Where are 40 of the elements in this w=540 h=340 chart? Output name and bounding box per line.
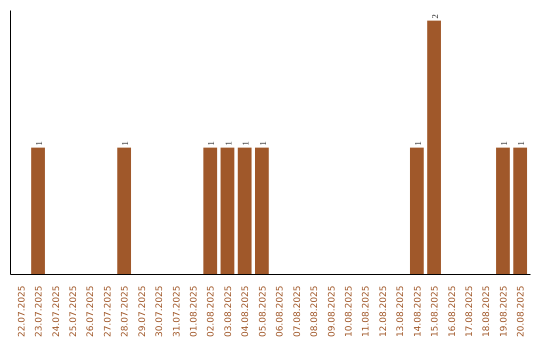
x-tick-label: 03.08.2025 xyxy=(224,286,234,338)
x-tick-label: 17.08.2025 xyxy=(465,286,476,338)
x-tick-label: 01.08.2025 xyxy=(190,286,200,338)
x-tick-label: 15.08.2025 xyxy=(430,286,441,338)
x-tick-label: 09.08.2025 xyxy=(327,286,338,338)
x-tick-label: 19.08.2025 xyxy=(499,286,510,338)
x-tick-label: 20.08.2025 xyxy=(516,286,527,338)
data-label: 2 xyxy=(430,14,440,19)
x-tick-label: 10.08.2025 xyxy=(344,286,354,338)
x-tick-label: 02.08.2025 xyxy=(206,286,217,338)
data-label: 1 xyxy=(498,141,509,146)
x-tick-label: 11.08.2025 xyxy=(362,286,372,338)
x-tick-label: 16.08.2025 xyxy=(448,286,458,338)
data-label: 1 xyxy=(516,141,526,146)
x-tick-label: 05.08.2025 xyxy=(258,286,268,338)
x-tick-label: 12.08.2025 xyxy=(378,286,389,338)
x-tick-label: 06.08.2025 xyxy=(276,286,286,338)
x-tick-label: 18.08.2025 xyxy=(482,286,492,338)
x-tick-label: 28.07.2025 xyxy=(120,286,131,338)
x-tick-label: 13.08.2025 xyxy=(396,286,406,338)
data-label: 1 xyxy=(223,141,234,146)
x-tick-label: 24.07.2025 xyxy=(52,286,62,338)
data-label: 1 xyxy=(240,141,251,146)
x-tick-label: 14.08.2025 xyxy=(413,286,424,338)
data-label: 1 xyxy=(258,141,268,146)
x-tick-label: 22.07.2025 xyxy=(17,286,28,338)
data-label: 1 xyxy=(34,141,44,146)
x-tick-label: 31.07.2025 xyxy=(172,286,182,338)
x-tick-label: 08.08.2025 xyxy=(310,286,320,338)
data-label: 1 xyxy=(412,141,423,146)
x-tick-label: 30.07.2025 xyxy=(155,286,166,338)
x-tick-label: 27.07.2025 xyxy=(103,286,114,338)
x-tick-label: 29.07.2025 xyxy=(138,286,148,338)
x-tick-label: 04.08.2025 xyxy=(241,286,252,338)
x-tick-label: 07.08.2025 xyxy=(292,286,303,338)
x-tick-label: 25.07.2025 xyxy=(68,286,79,338)
data-label: 1 xyxy=(120,141,130,146)
x-tick-label: 23.07.2025 xyxy=(34,286,45,338)
x-tick-label: 26.07.2025 xyxy=(86,286,96,338)
data-label: 1 xyxy=(206,141,216,146)
